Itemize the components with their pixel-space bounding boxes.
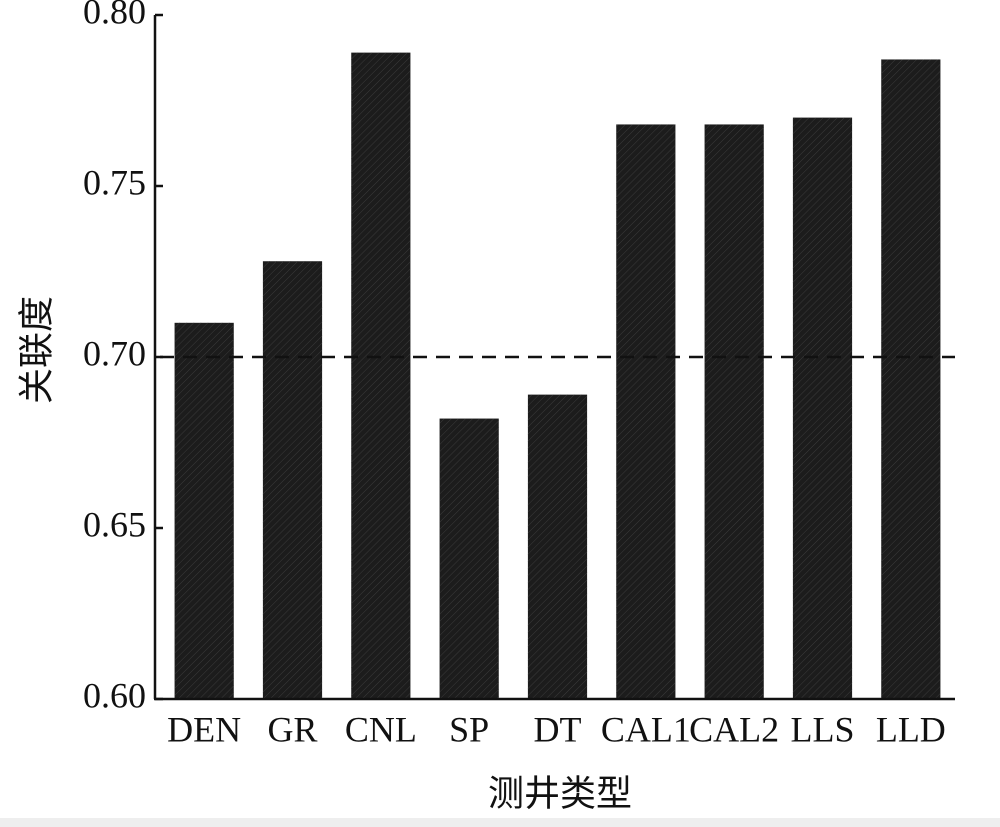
x-tick-label: LLD (876, 709, 946, 749)
x-axis-label: 测井类型 (488, 773, 632, 813)
y-tick-label: 0.70 (83, 333, 146, 373)
x-tick-label: DT (534, 709, 582, 749)
bar-hatch (351, 52, 411, 700)
y-axis-label: 关联度 (16, 296, 56, 404)
bar-hatch (881, 59, 941, 699)
bar-hatch (439, 418, 499, 699)
bar-hatch (527, 394, 588, 699)
x-tick-label: CNL (345, 709, 417, 749)
x-tick-label: SP (449, 709, 489, 749)
x-tick-label: LLS (790, 709, 854, 749)
bar-hatch (174, 322, 234, 699)
bottom-strip (0, 818, 1000, 827)
bar-hatch (704, 124, 764, 699)
bar-hatch (262, 261, 323, 699)
y-tick-label: 0.80 (83, 0, 146, 31)
bar-hatch (792, 117, 853, 700)
y-tick-label: 0.65 (83, 504, 146, 544)
y-tick-label: 0.75 (83, 162, 146, 202)
x-tick-label: DEN (167, 709, 241, 749)
y-tick-label: 0.60 (83, 675, 146, 715)
x-tick-label: CAL1 (601, 709, 691, 749)
x-tick-label: CAL2 (689, 709, 779, 749)
bar-hatch (616, 124, 676, 699)
x-tick-label: GR (267, 709, 317, 749)
